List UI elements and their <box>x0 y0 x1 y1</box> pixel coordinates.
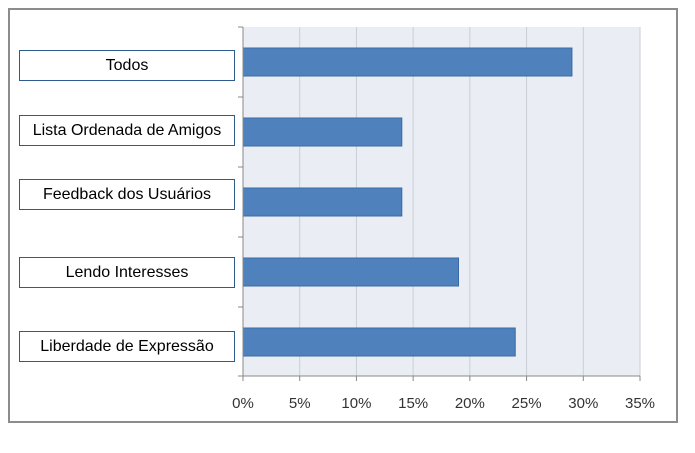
bar-lista-ordenada-de-amigos <box>242 117 403 147</box>
x-tick-label: 15% <box>398 395 428 412</box>
x-tick-label: 35% <box>625 395 655 412</box>
bar-lendo-interesses <box>242 257 460 287</box>
bar-todos <box>242 47 573 77</box>
x-tick-label: 25% <box>512 395 542 412</box>
bar-liberdade-de-expressao <box>242 327 516 357</box>
bars <box>242 47 573 357</box>
x-tick-label: 20% <box>455 395 485 412</box>
x-tick-label: 30% <box>568 395 598 412</box>
x-tick-labels: 0% 5% 10% 15% 20% 25% 30% 35% <box>232 376 655 412</box>
bar-feedback-dos-usuarios <box>242 187 403 217</box>
x-tick-label: 10% <box>341 395 371 412</box>
category-label-todos: Todos <box>19 50 235 81</box>
y-axis-ticks <box>238 26 243 377</box>
category-label-liberdade-de-expressao: Liberdade de Expressão <box>19 331 235 362</box>
gridlines <box>299 27 641 376</box>
x-tick-label: 0% <box>232 395 254 412</box>
x-tick-label: 5% <box>289 395 311 412</box>
category-label-lista-ordenada-de-amigos: Lista Ordenada de Amigos <box>19 115 235 146</box>
category-label-feedback-dos-usuarios: Feedback dos Usuários <box>19 179 235 210</box>
category-label-lendo-interesses: Lendo Interesses <box>19 257 235 288</box>
